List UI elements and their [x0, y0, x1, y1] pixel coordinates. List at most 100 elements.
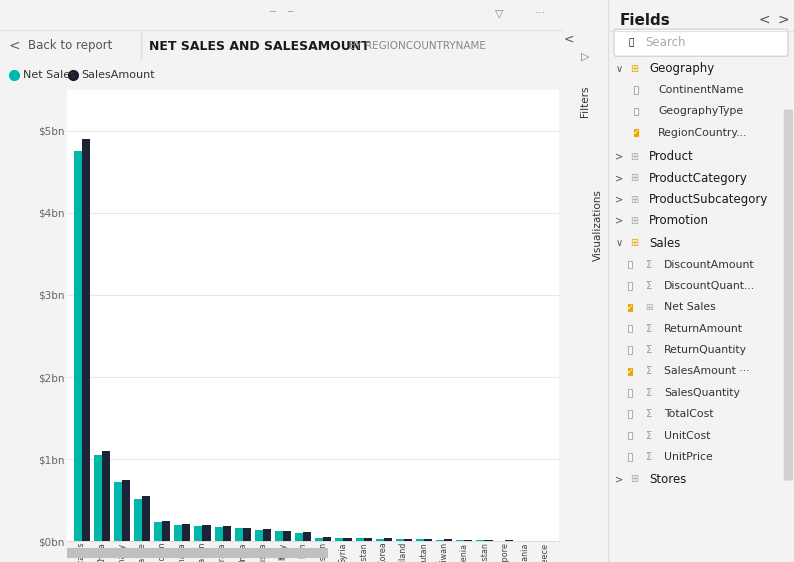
Bar [222, 526, 231, 541]
Text: Σ: Σ [646, 430, 652, 441]
Text: ProductSubcategory: ProductSubcategory [649, 193, 769, 206]
Bar [134, 498, 142, 541]
Bar [275, 531, 283, 541]
Text: ∨: ∨ [615, 238, 622, 248]
Text: ⊞: ⊞ [630, 216, 638, 226]
Text: ∨: ∨ [615, 64, 622, 74]
FancyBboxPatch shape [628, 303, 632, 311]
Bar [202, 525, 210, 541]
Text: Geography: Geography [649, 62, 714, 75]
Text: SalesAmount ···: SalesAmount ··· [664, 366, 750, 377]
FancyBboxPatch shape [784, 110, 793, 481]
Bar [94, 455, 102, 541]
FancyBboxPatch shape [628, 432, 632, 439]
Text: ✓: ✓ [627, 367, 634, 376]
Text: ⊞: ⊞ [630, 238, 638, 248]
FancyBboxPatch shape [634, 129, 638, 137]
Text: ReturnQuantity: ReturnQuantity [664, 345, 747, 355]
FancyBboxPatch shape [628, 389, 632, 397]
Bar [396, 539, 404, 541]
Text: UnitCost: UnitCost [664, 430, 710, 441]
Text: Product: Product [649, 150, 694, 164]
Text: UnitPrice: UnitPrice [664, 452, 712, 462]
Bar [142, 496, 150, 541]
Text: Back to report: Back to report [28, 39, 113, 52]
Bar [162, 520, 170, 541]
Text: >: > [615, 194, 623, 205]
Bar [404, 538, 412, 541]
Text: Filters: Filters [580, 85, 590, 117]
Bar [323, 537, 331, 541]
Bar [384, 538, 391, 541]
FancyBboxPatch shape [63, 548, 328, 558]
Bar [74, 151, 82, 541]
Bar [295, 533, 303, 541]
Text: Σ: Σ [646, 281, 652, 291]
Text: Net Sales: Net Sales [664, 302, 715, 312]
Text: NET SALES AND SALESAMOUNT: NET SALES AND SALESAMOUNT [149, 39, 370, 52]
Text: ▷: ▷ [580, 51, 589, 61]
Text: <: < [564, 33, 574, 46]
FancyBboxPatch shape [628, 410, 632, 418]
Text: Search: Search [646, 36, 686, 49]
Text: ▽: ▽ [495, 8, 504, 19]
Bar [303, 532, 311, 541]
Bar [82, 139, 90, 541]
Bar [364, 538, 372, 541]
Bar [235, 528, 243, 541]
FancyBboxPatch shape [628, 346, 632, 354]
Bar [484, 540, 492, 541]
Text: RegionCountry...: RegionCountry... [658, 128, 748, 138]
Text: Fields: Fields [619, 13, 670, 29]
Text: Sales: Sales [649, 237, 680, 250]
Bar [263, 529, 271, 541]
Bar [444, 540, 453, 541]
Bar [183, 524, 191, 541]
Text: >: > [615, 474, 623, 484]
Bar [243, 528, 251, 541]
Text: Σ: Σ [646, 324, 652, 334]
Bar [424, 539, 432, 541]
Text: ProductCategory: ProductCategory [649, 171, 748, 185]
Text: ⊞: ⊞ [630, 474, 638, 484]
Bar [416, 540, 424, 541]
FancyBboxPatch shape [628, 282, 632, 290]
Text: ···: ··· [535, 8, 545, 19]
Text: ⊞: ⊞ [630, 173, 638, 183]
Bar [174, 525, 183, 541]
Text: Σ: Σ [646, 388, 652, 398]
Text: BY REGIONCOUNTRYNAME: BY REGIONCOUNTRYNAME [349, 41, 486, 51]
Bar [102, 451, 110, 541]
Text: Visualizations: Visualizations [593, 189, 603, 261]
Text: ⊞: ⊞ [630, 152, 638, 162]
Text: Stores: Stores [649, 473, 686, 486]
Text: 🔍: 🔍 [629, 38, 634, 47]
Bar [154, 522, 162, 541]
Text: >: > [615, 216, 623, 226]
Text: ✓: ✓ [633, 128, 639, 137]
Text: SalesQuantity: SalesQuantity [664, 388, 740, 398]
FancyBboxPatch shape [628, 325, 632, 333]
Text: SalesAmount: SalesAmount [82, 70, 156, 79]
Text: DiscountAmount: DiscountAmount [664, 260, 754, 270]
Text: ✓: ✓ [627, 303, 634, 312]
Text: <: < [8, 39, 20, 53]
Text: Promotion: Promotion [649, 214, 709, 228]
Bar [283, 531, 291, 541]
Text: >: > [777, 12, 788, 26]
Text: Σ: Σ [646, 260, 652, 270]
Bar [122, 479, 130, 541]
FancyBboxPatch shape [634, 86, 638, 94]
FancyBboxPatch shape [634, 107, 638, 115]
Text: <: < [758, 12, 770, 26]
Bar [335, 538, 344, 541]
Text: Σ: Σ [646, 366, 652, 377]
Text: ⊞: ⊞ [630, 64, 638, 74]
Bar [214, 527, 222, 541]
FancyBboxPatch shape [628, 453, 632, 461]
Text: Σ: Σ [646, 409, 652, 419]
Bar [464, 540, 472, 541]
Text: Net Sales: Net Sales [22, 70, 75, 79]
Text: DiscountQuant...: DiscountQuant... [664, 281, 755, 291]
Text: TotalCost: TotalCost [664, 409, 713, 419]
